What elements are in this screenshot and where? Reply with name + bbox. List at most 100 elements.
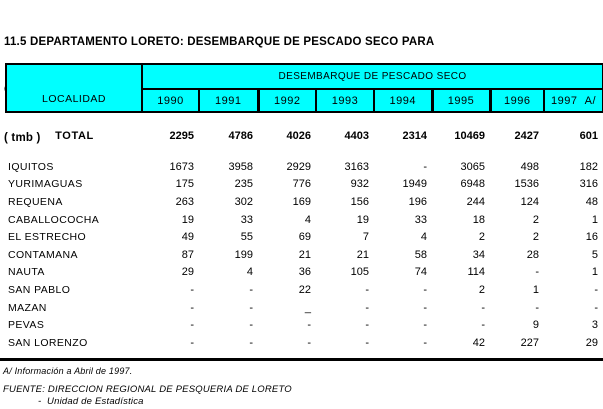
value-cell: 87 [181,248,194,261]
value-cell: 5 [591,248,598,261]
column-header-1994: 1994 [373,88,433,113]
table-row-el-estrecho: EL ESTRECHO 49 55 69 7 4 2 2 16 [5,228,602,246]
value-cell: 42 [472,336,485,349]
table-row-iquitos: IQUITOS 1673 3958 2929 3163 - 3065 498 1… [5,158,602,176]
locality-label: CONTAMANA [8,248,78,261]
locality-label: SAN PABLO [8,283,71,296]
value-cell: - [594,301,598,314]
value-cell: 19 [356,213,369,226]
value-cell: 28 [526,248,539,261]
value-cell: 22 [298,283,311,296]
bottom-rule [0,358,603,361]
value-cell: 18 [472,213,485,226]
value-cell: - [423,283,427,296]
column-header-1997: 1997 A/ [542,88,603,113]
locality-label: EL ESTRECHO [8,231,87,244]
value-cell: 105 [350,266,369,279]
table-row-pevas: PEVAS - - - - - - 9 3 [5,316,602,334]
total-value-1990: 2295 [169,129,194,142]
value-cell: - [423,301,427,314]
value-cell: 21 [298,248,311,261]
value-cell: 1 [591,213,598,226]
table-body: TOTAL 2295 4786 4026 4403 2314 10469 242… [5,126,602,352]
value-cell: - [307,319,311,332]
value-cell: 48 [585,195,598,208]
value-cell: 114 [467,266,485,279]
value-cell: 36 [298,266,311,279]
column-header-1993: 1993 [315,88,375,113]
value-cell: 235 [234,178,253,191]
value-cell: 776 [292,178,311,191]
value-cell: 3 [591,319,598,332]
total-row: TOTAL 2295 4786 4026 4403 2314 10469 242… [5,126,602,145]
value-cell: 932 [350,178,369,191]
value-cell: 58 [414,248,427,261]
title-unit: ( tmb ) [4,132,41,144]
locality-label: REQUENA [8,195,63,208]
value-cell: 16 [585,231,598,244]
value-cell: 7 [362,231,369,244]
value-cell: 69 [298,231,311,244]
value-cell: - [307,336,311,349]
spacer-row [5,145,602,158]
value-cell: 124 [520,195,539,208]
footnote-source-unit: - Unidad de Estadística [38,396,144,407]
column-header-localidad: LOCALIDAD [5,63,143,113]
value-cell: 2 [532,213,539,226]
table-row-nauta: NAUTA 29 4 36 105 74 114 - 1 [5,264,602,282]
value-cell: - [365,301,369,314]
value-cell: - [365,336,369,349]
value-cell: - [423,336,427,349]
total-value-1996: 2427 [514,129,539,142]
value-cell: 3163 [344,160,369,173]
group-header-desembarque: DESEMBARQUE DE PESCADO SECO [140,63,603,90]
value-cell: 33 [414,213,427,226]
value-cell: - [365,283,369,296]
value-cell: 1 [591,266,598,279]
value-cell: - [249,319,253,332]
value-cell: 175 [175,178,194,191]
value-cell: - [535,301,539,314]
locality-label: YURIMAGUAS [8,178,83,191]
table-row-mazan: MAZAN - - _ - - - - - [5,299,602,317]
locality-label: CABALLOCOCHA [8,213,100,226]
value-cell: - [190,319,194,332]
value-cell: 1 [532,283,539,296]
value-cell: 34 [472,248,485,261]
value-cell: - [190,301,194,314]
value-cell: 169 [292,195,311,208]
value-cell: 2 [478,283,485,296]
value-cell: 33 [240,213,253,226]
value-cell: 4 [246,266,253,279]
table-row-caballococha: CABALLOCOCHA 19 33 4 19 33 18 2 1 [5,211,602,229]
value-cell: - [249,283,253,296]
total-value-1995: 10469 [454,129,485,142]
column-header-1996: 1996 [488,88,545,113]
value-cell: - [481,319,485,332]
value-cell: 316 [579,178,598,191]
title-line-1: 11.5 DEPARTAMENTO LORETO: DESEMBARQUE DE… [4,36,435,48]
value-cell: 244 [466,195,485,208]
value-cell: - [190,283,194,296]
locality-label: PEVAS [8,319,45,332]
value-cell: 29 [181,266,194,279]
value-cell: - [365,319,369,332]
value-cell: 156 [350,195,369,208]
value-cell: 21 [356,248,369,261]
value-cell: 19 [181,213,194,226]
value-cell: - [423,160,427,173]
value-cell: 6948 [460,178,485,191]
value-cell: 2 [478,231,485,244]
locality-label: IQUITOS [8,160,54,173]
value-cell: 1673 [169,160,194,173]
column-header-1992: 1992 [256,88,317,113]
locality-label: MAZAN [8,301,47,314]
value-cell: 227 [520,336,539,349]
locality-label: NAUTA [8,266,45,279]
value-cell: 1949 [402,178,427,191]
column-header-1995: 1995 [430,88,491,113]
value-cell: - [423,319,427,332]
total-value-1993: 4403 [344,129,369,142]
total-label: TOTAL [55,129,94,142]
value-cell: 302 [234,195,253,208]
